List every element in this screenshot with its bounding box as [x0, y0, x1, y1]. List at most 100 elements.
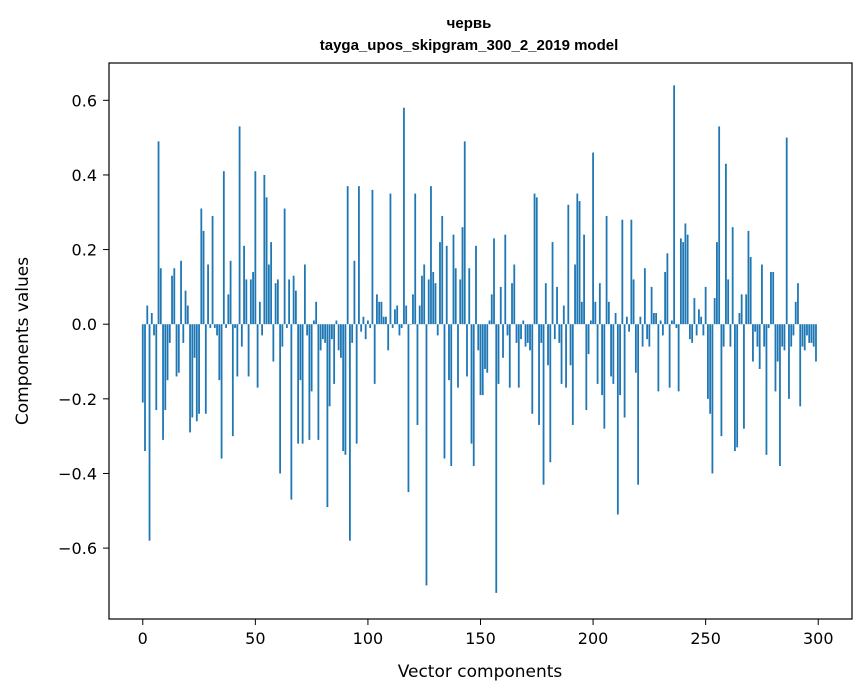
bar [234, 324, 236, 328]
bar [734, 324, 736, 452]
bar [148, 324, 151, 541]
bar [698, 309, 700, 325]
bar [702, 324, 705, 336]
bar [344, 324, 347, 455]
bar [661, 324, 664, 336]
bar [670, 320, 673, 325]
bar [191, 324, 194, 418]
bar [569, 324, 572, 366]
bar [668, 324, 671, 388]
bar [650, 286, 653, 325]
bar [729, 324, 732, 347]
bar [198, 324, 200, 414]
bar [515, 324, 518, 343]
bar [430, 186, 432, 325]
bar [220, 324, 223, 459]
bar [704, 286, 707, 325]
bar [713, 298, 716, 325]
bar [646, 324, 649, 340]
bar [682, 242, 685, 325]
bar [587, 324, 590, 355]
bar [679, 238, 682, 325]
bar [184, 290, 187, 325]
bar [274, 283, 277, 325]
bar [376, 294, 378, 325]
bar [574, 264, 576, 325]
bar [810, 324, 813, 343]
bar [186, 305, 189, 325]
bar [583, 234, 585, 325]
bar [162, 324, 164, 440]
bar [427, 279, 430, 325]
bar [792, 324, 795, 336]
bar [157, 141, 160, 325]
bar [603, 324, 606, 429]
bar [207, 264, 209, 325]
bar [450, 324, 453, 467]
bar [758, 324, 761, 369]
bar [477, 324, 480, 351]
bar [520, 324, 522, 340]
bar [779, 324, 781, 467]
bar [547, 324, 549, 366]
bar [245, 279, 248, 325]
bar [398, 324, 401, 336]
bar [522, 320, 525, 325]
bar [378, 301, 381, 325]
bar [371, 189, 374, 325]
bar [481, 324, 484, 396]
bar [294, 290, 297, 325]
bar [367, 320, 369, 325]
bar [517, 324, 520, 388]
bar [695, 324, 698, 336]
bar [391, 324, 394, 328]
bar [213, 324, 216, 328]
bar [331, 324, 333, 340]
bar [285, 324, 288, 328]
bar [461, 227, 464, 325]
bar [342, 324, 345, 452]
bar [189, 324, 191, 433]
bar [202, 230, 205, 325]
x-axis-ticks: 0 50 100 150 200 250 300 [138, 619, 834, 648]
bar [749, 257, 752, 325]
bar [693, 298, 696, 325]
bar [594, 301, 597, 325]
bar [396, 305, 399, 325]
bar [412, 294, 414, 325]
bar [414, 193, 417, 325]
bar [709, 324, 712, 414]
bar [727, 279, 730, 325]
bar [790, 324, 793, 347]
bar [607, 301, 610, 325]
bar [256, 324, 259, 388]
bar [193, 324, 196, 358]
bar [211, 215, 214, 325]
bar [288, 279, 291, 325]
bar [511, 283, 513, 325]
bar [621, 219, 624, 325]
bar [141, 324, 144, 403]
bar [369, 324, 372, 328]
bar [225, 324, 227, 328]
bar [725, 163, 727, 325]
bar [576, 193, 579, 325]
bar [686, 234, 689, 325]
bar [567, 204, 570, 325]
bar [598, 283, 601, 325]
bar [542, 324, 545, 485]
bar [533, 193, 536, 325]
bar [394, 309, 396, 325]
bar [549, 324, 552, 463]
bar [155, 324, 158, 411]
bar [346, 186, 349, 325]
bar [490, 294, 493, 325]
bar [452, 234, 455, 325]
bar [560, 324, 563, 384]
bar [389, 193, 392, 325]
chart-subtitle: tayga_upos_skipgram_300_2_2019 model [320, 37, 619, 54]
bar [209, 324, 212, 328]
bar [173, 268, 176, 325]
bar [180, 260, 182, 325]
